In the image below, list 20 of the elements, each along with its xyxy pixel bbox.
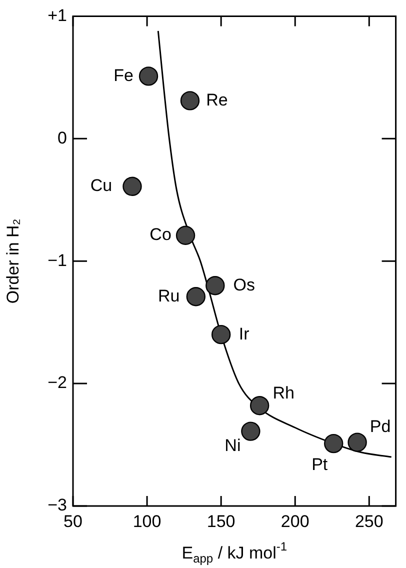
annotation: Re (206, 90, 228, 110)
x-tick-label: 250 (354, 512, 384, 531)
annotation: Ni (224, 436, 241, 455)
annotation: Pt (312, 455, 328, 474)
annotation: Os (233, 275, 256, 294)
y-tick-label: −2 (48, 373, 67, 392)
x-tick-label: 150 (206, 512, 236, 531)
y-tick-label: 0 (58, 128, 67, 148)
annotation: Rh (272, 383, 294, 402)
y-axis-title: Order in H₂ (4, 218, 23, 304)
x-tick-label: 100 (132, 512, 162, 531)
annotation: Fe (114, 66, 134, 85)
annotation: Ru (158, 286, 180, 306)
annotation: Ir (238, 324, 250, 344)
x-tick-label: 200 (280, 512, 310, 531)
y-tick-label: −1 (48, 250, 67, 270)
annotation: Co (150, 225, 172, 244)
annotation: Pd (370, 417, 391, 436)
annotation: Cu (90, 176, 112, 196)
y-tick-label: +1 (48, 6, 67, 25)
